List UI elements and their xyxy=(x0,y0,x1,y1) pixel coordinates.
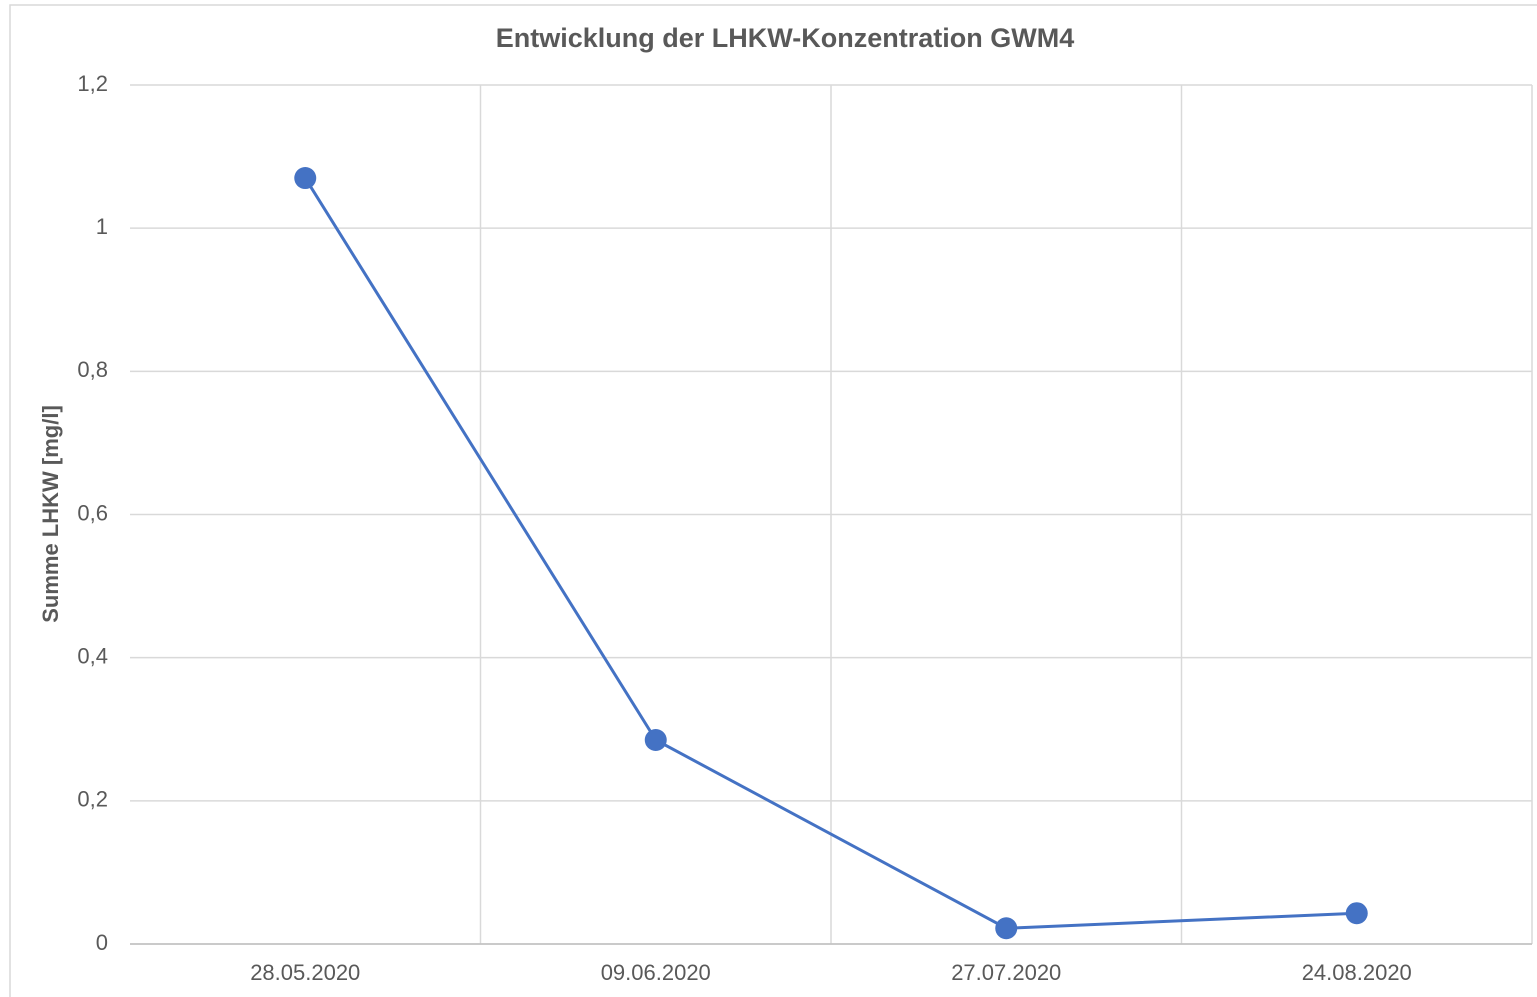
x-tick-label: 28.05.2020 xyxy=(250,960,360,985)
x-tick-label: 27.07.2020 xyxy=(951,960,1061,985)
y-tick-label: 0,8 xyxy=(77,357,108,382)
chart-border xyxy=(9,4,1537,997)
data-point xyxy=(995,917,1018,940)
data-point xyxy=(1345,902,1368,925)
data-point xyxy=(294,167,317,190)
x-tick-label: 09.06.2020 xyxy=(601,960,711,985)
y-tick-label: 1,2 xyxy=(77,71,108,96)
chart-title: Entwicklung der LHKW-Konzentration GWM4 xyxy=(496,23,1074,53)
y-tick-label: 0 xyxy=(96,930,108,955)
x-tick-label: 24.08.2020 xyxy=(1302,960,1412,985)
y-axis-label: Summe LHKW [mg/l] xyxy=(38,405,63,623)
y-tick-label: 0,2 xyxy=(77,787,108,812)
data-point xyxy=(644,728,667,751)
y-tick-label: 0,6 xyxy=(77,500,108,525)
y-tick-label: 1 xyxy=(96,214,108,239)
y-tick-label: 0,4 xyxy=(77,643,108,668)
data-line xyxy=(303,177,1357,930)
